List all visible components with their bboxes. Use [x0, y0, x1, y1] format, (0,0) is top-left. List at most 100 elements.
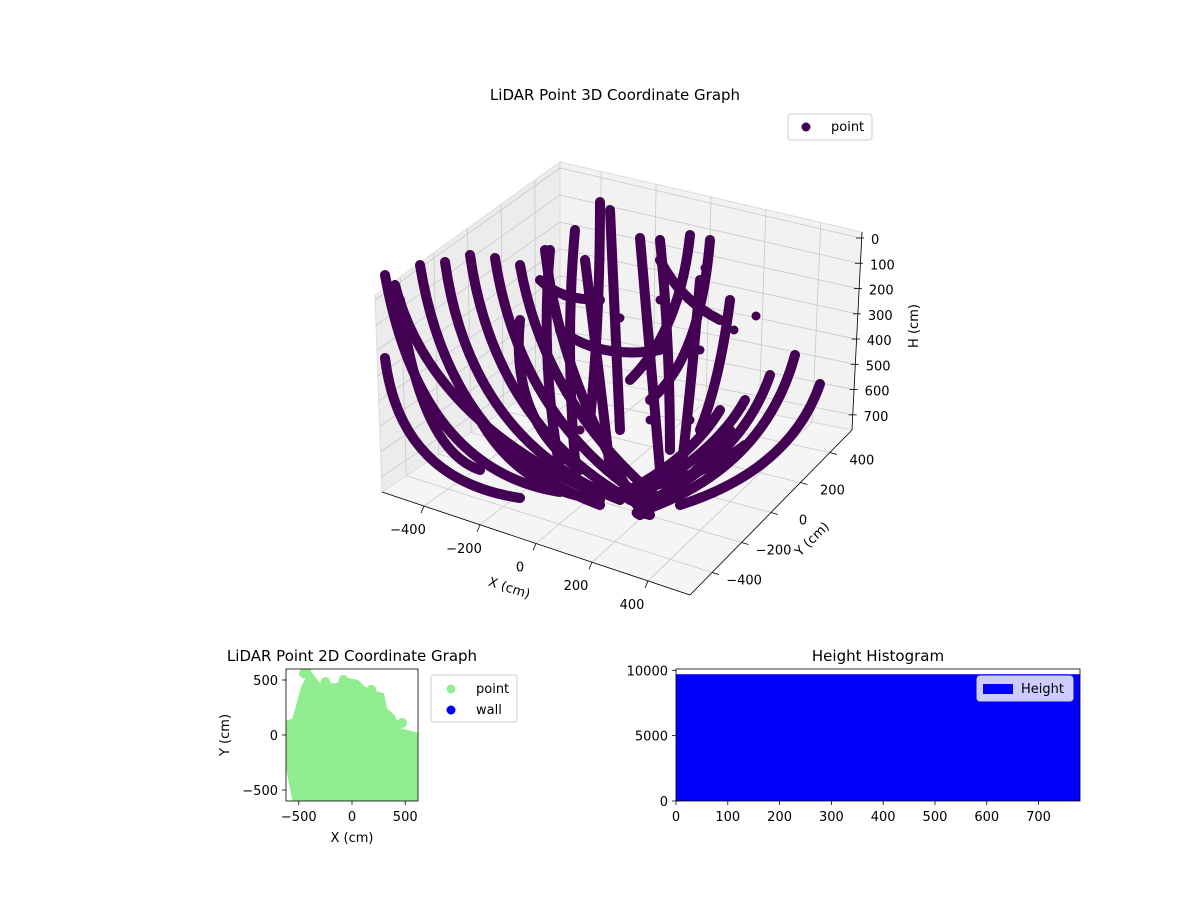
x-axis-label-3d: X (cm) — [486, 575, 532, 603]
z-tick-label-3d: 300 — [868, 309, 893, 324]
point-cloud-2d — [286, 669, 418, 801]
x-tick-label-histogram: 200 — [767, 810, 792, 825]
plot-frame-histogram — [675, 668, 1081, 802]
grid-line-z — [559, 329, 854, 390]
y-tick-label-3d: 0 — [799, 514, 807, 529]
point-marker — [560, 291, 570, 301]
z-tick-label-3d: 600 — [865, 385, 890, 400]
point-arc — [631, 507, 655, 520]
y-tick-3d — [741, 542, 749, 545]
x-tick-3d — [420, 505, 425, 514]
chart-histogram: Height Histogram 0 100 200 300 400 500 600 7000… — [627, 647, 1081, 825]
ticks-3d: −400 −200 0 200 400 −400 −200 0 200 400 0 100 200 300… — [390, 233, 895, 613]
point-marker — [615, 313, 625, 323]
legend-3d-marker — [801, 122, 811, 132]
point-marker — [695, 345, 705, 355]
y-tick-label-histogram: 0 — [660, 795, 668, 810]
point-arc — [655, 255, 725, 325]
x-tick-label-histogram: 0 — [672, 810, 680, 825]
grid-line-z — [559, 302, 855, 365]
y-axis-label-2d: Y (cm) — [218, 714, 233, 757]
point-arc — [380, 353, 525, 503]
chart-3d: LiDAR Point 3D Coordinate Graph −400 −200… — [374, 86, 922, 613]
x-tick-label-2d: 500 — [393, 810, 418, 825]
legend-3d-frame — [787, 113, 873, 141]
x-tick-label-3d: 400 — [620, 598, 645, 613]
chart-2d: LiDAR Point 2D Coordinate Graph −500 0 500… — [218, 647, 518, 846]
grid-line-x — [758, 209, 767, 412]
x-tick-label-histogram: 500 — [923, 810, 948, 825]
legend-histogram-label: Height — [1021, 682, 1064, 697]
point-arc — [605, 205, 625, 435]
y-tick-3d — [800, 482, 808, 485]
chart-2d-title: LiDAR Point 2D Coordinate Graph — [227, 647, 477, 665]
y-tick-3d — [711, 572, 720, 575]
y-tick-label-3d: −400 — [726, 574, 762, 589]
x-tick-label-histogram: 600 — [974, 810, 999, 825]
y-tick-label-2d: −500 — [242, 784, 278, 799]
points-3d — [380, 197, 825, 520]
point-marker — [543, 263, 553, 273]
z-tick-label-3d: 0 — [871, 233, 879, 248]
point-marker-2d — [320, 677, 331, 688]
ticks-histogram: 0 100 200 300 400 500 600 700 0 5000 10000 — [627, 664, 1051, 825]
legend-2d-label-point: point — [476, 682, 509, 697]
y-tick-label-3d: −200 — [756, 544, 792, 559]
z-tick-label-3d: 100 — [870, 258, 895, 273]
y-tick-label-2d: 500 — [253, 674, 278, 689]
point-arc — [675, 379, 825, 510]
y-axis-label-3d: Y (cm) — [792, 519, 833, 560]
x-tick-label-histogram: 300 — [819, 810, 844, 825]
x-tick-label-3d: −400 — [390, 523, 426, 538]
histogram-title: Height Histogram — [812, 647, 944, 665]
point-arc — [475, 415, 605, 505]
y-tick-3d — [770, 512, 779, 515]
point-marker — [575, 425, 585, 435]
point-arc — [440, 257, 625, 505]
ticks-2d: −500 0 500 500 0 −500 — [242, 674, 417, 825]
x-tick-3d — [588, 562, 593, 570]
legend-2d-label-wall: wall — [476, 703, 502, 718]
point-marker-2d — [338, 675, 349, 685]
point-marker-2d — [397, 717, 408, 728]
y-tick-label-histogram: 5000 — [635, 730, 668, 745]
chart-3d-title: LiDAR Point 3D Coordinate Graph — [490, 86, 740, 104]
point-arc — [565, 225, 580, 465]
point-marker — [655, 295, 665, 305]
z-tick-label-3d: 700 — [864, 410, 889, 425]
z-tick-label-3d: 400 — [867, 334, 892, 349]
legend-histogram: Height — [976, 675, 1074, 702]
point-arc — [580, 255, 615, 475]
x-tick-label-3d: 0 — [516, 561, 524, 576]
legend-3d-label: point — [831, 120, 864, 135]
point-marker — [595, 255, 605, 265]
point-arc — [555, 325, 665, 358]
legend-histogram-swatch — [983, 684, 1013, 694]
point-marker-2d — [366, 684, 377, 695]
x-tick-label-3d: −200 — [446, 542, 482, 557]
point-marker — [729, 325, 739, 335]
point-arc — [635, 425, 735, 520]
point-arc — [380, 270, 565, 497]
legend-2d-marker-point — [446, 684, 456, 694]
point-marker — [685, 415, 695, 425]
grid-line-z — [374, 167, 561, 301]
grid-line-z — [559, 167, 861, 239]
x-tick-label-3d: 200 — [564, 579, 589, 594]
point-arc — [513, 315, 585, 475]
point-arc — [695, 295, 735, 435]
grid-line-x — [705, 196, 712, 402]
y-tick-3d — [829, 452, 838, 455]
x-axis-label-2d: X (cm) — [331, 831, 374, 846]
x-tick-label-2d: −500 — [281, 810, 317, 825]
x-tick-3d — [476, 524, 481, 532]
point-marker — [645, 415, 655, 425]
x-tick-label-histogram: 400 — [871, 810, 896, 825]
y-tick-label-histogram: 10000 — [627, 664, 668, 679]
y-tick-label-3d: 400 — [849, 454, 874, 469]
z-axis-label-3d: H (cm) — [907, 304, 922, 348]
legend-histogram-frame — [976, 675, 1074, 702]
grid-line-z — [559, 356, 853, 416]
point-marker-2d — [291, 787, 302, 798]
